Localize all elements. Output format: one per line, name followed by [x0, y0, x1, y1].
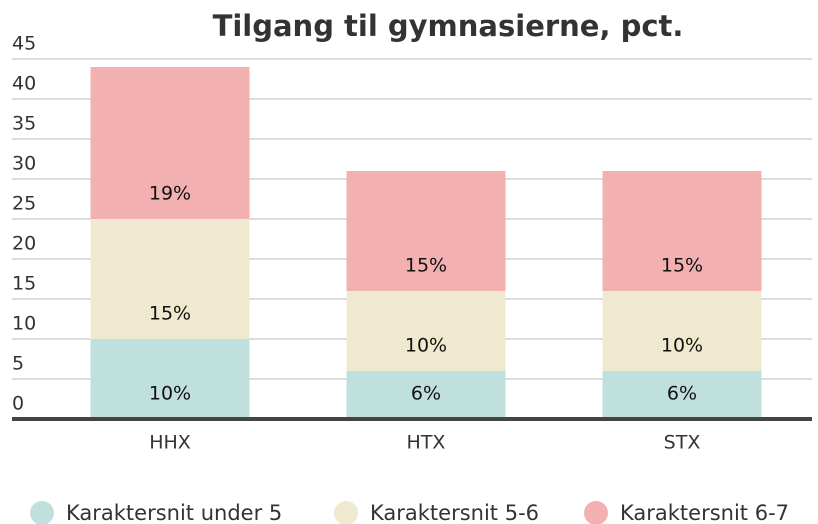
x-tick-label: HTX	[407, 432, 446, 454]
value-label: 10%	[149, 383, 191, 405]
chart-title: Tilgang til gymnasierne, pct.	[213, 9, 684, 43]
x-tick-label: STX	[664, 432, 701, 454]
bar-segment	[90, 339, 250, 419]
legend-label: Karaktersnit 5-6	[370, 501, 539, 524]
value-label: 19%	[149, 183, 191, 205]
y-tick-label: 5	[12, 353, 24, 375]
legend-swatch	[334, 501, 358, 524]
y-tick-label: 45	[12, 33, 36, 55]
bar-segment	[90, 219, 250, 339]
bar-segment	[346, 171, 506, 291]
y-tick-label: 40	[12, 73, 36, 95]
y-tick-label: 0	[12, 393, 24, 415]
legend-swatch	[584, 501, 608, 524]
y-tick-label: 30	[12, 153, 36, 175]
y-tick-label: 10	[12, 313, 36, 335]
bar-segment	[346, 291, 506, 371]
legend-label: Karaktersnit 6-7	[620, 501, 789, 524]
value-label: 10%	[661, 335, 703, 357]
bar-segment	[90, 67, 250, 219]
x-tick-label: HHX	[149, 432, 191, 454]
value-label: 15%	[149, 303, 191, 325]
value-label: 15%	[405, 255, 447, 277]
legend-label: Karaktersnit under 5	[66, 501, 282, 524]
bar-segment	[602, 291, 762, 371]
y-tick-label: 25	[12, 193, 36, 215]
legend-swatch	[30, 501, 54, 524]
value-label: 15%	[661, 255, 703, 277]
bar-segment	[602, 371, 762, 419]
y-tick-label: 15	[12, 273, 36, 295]
bar-segment	[346, 371, 506, 419]
value-label: 10%	[405, 335, 447, 357]
bar-segment	[602, 171, 762, 291]
value-label: 6%	[667, 383, 697, 405]
y-tick-label: 35	[12, 113, 36, 135]
y-tick-label: 20	[12, 233, 36, 255]
value-label: 6%	[411, 383, 441, 405]
